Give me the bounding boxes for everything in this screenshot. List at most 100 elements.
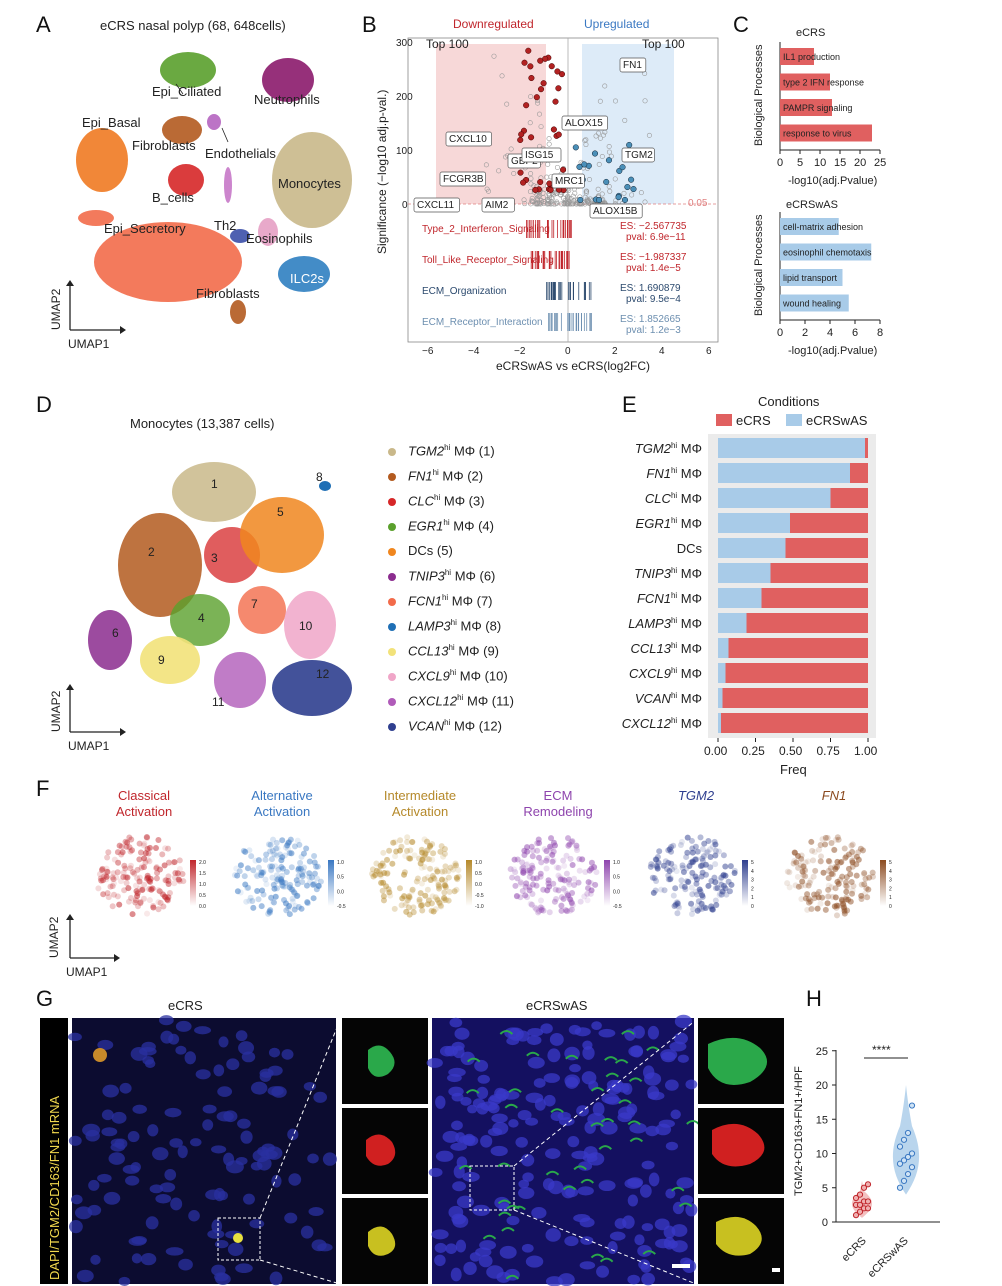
f-map-dot: [180, 878, 187, 885]
f-map-dot: [255, 864, 262, 871]
tgm2-signal: [505, 1274, 520, 1280]
f-map-dot: [116, 901, 123, 908]
f-map-dot: [716, 892, 723, 899]
nucleus: [596, 1265, 610, 1278]
e-bar-ecrs: [865, 438, 868, 458]
nucleus: [145, 1216, 159, 1230]
f-map-dot: [398, 902, 405, 909]
f-colorbar-tick: 2: [889, 886, 892, 892]
f-map-dot: [110, 880, 117, 887]
panel-b: Downregulated Upregulated Top 100 Top 10…: [375, 17, 719, 373]
e-bar-ecrs: [761, 588, 868, 608]
f-map-dot: [705, 882, 712, 889]
volcano-point: [511, 171, 517, 177]
f-map-dot: [576, 867, 583, 874]
nucleus: [648, 1172, 660, 1187]
d-legend-item: CLChi MΦ (3): [388, 493, 485, 508]
f-map-dot: [818, 853, 825, 860]
f-map-dot: [292, 890, 299, 897]
f-map-dot: [520, 869, 527, 876]
f-map-dot: [786, 884, 793, 891]
f-map-dot: [174, 870, 181, 877]
f-map-dot: [372, 871, 379, 878]
ytick-200: 200: [396, 92, 413, 103]
f-map-dot: [863, 885, 870, 892]
nucleus: [130, 1046, 148, 1061]
nucleus: [527, 1035, 542, 1046]
f-map-dot: [122, 865, 129, 872]
f-map-dot: [288, 864, 295, 871]
nucleus: [97, 1173, 112, 1183]
f-colorbar-tick: 0.0: [613, 889, 620, 895]
nucleus: [543, 1073, 561, 1083]
f-map-dot: [273, 885, 280, 892]
f-map-dot: [528, 843, 535, 850]
volcano-point: [483, 162, 489, 168]
f-map-dot: [579, 856, 586, 863]
f-map-dot: [822, 906, 829, 913]
f-map-dot: [568, 906, 575, 913]
f-map-dot: [660, 862, 667, 869]
f-map-dot: [272, 863, 279, 870]
nucleus: [565, 1077, 579, 1089]
f-map-dot: [429, 893, 436, 900]
f-map-dot: [832, 885, 839, 892]
f-map-title: ECM: [544, 788, 573, 803]
f-map-dot: [584, 890, 591, 897]
f-map-dot: [574, 847, 581, 854]
h-point-ecrswas: [908, 1164, 916, 1171]
f-map-dot: [381, 869, 388, 876]
f-map-dot: [562, 907, 569, 914]
f-map-dot: [279, 837, 286, 844]
nucleus: [269, 1271, 283, 1286]
nucleus: [152, 1147, 169, 1161]
f-map-dot: [841, 908, 848, 915]
volcano-point-up: [628, 176, 635, 183]
f-map-dot: [389, 860, 396, 867]
f-map-dot: [278, 875, 285, 882]
volcano-point: [558, 201, 564, 207]
f-map-dot: [715, 848, 722, 855]
f-map-dot: [165, 859, 172, 866]
f-map-dot: [453, 862, 460, 869]
volcano-point: [545, 161, 551, 167]
volcano-point: [554, 200, 560, 206]
f-map-dot: [422, 892, 429, 899]
f-map-dot: [797, 862, 804, 869]
down-label: Downregulated: [453, 17, 534, 31]
f-map-dot: [282, 844, 289, 851]
f-map-dot: [652, 856, 659, 863]
nucleus: [207, 1229, 225, 1239]
f-map-dot: [150, 902, 157, 909]
nucleus: [533, 1078, 546, 1088]
f-map-dot: [406, 911, 413, 918]
f-map-dot: [841, 910, 848, 917]
e-tick: 1.00: [854, 744, 878, 758]
f-map-dot: [656, 848, 663, 855]
c-bar: [780, 124, 872, 142]
gene-label: ALOX15: [565, 118, 603, 129]
tgm2-signal: [627, 1120, 641, 1126]
f-map-dot: [555, 887, 562, 894]
gsea-pval: pval: 1.4e−5: [626, 263, 681, 274]
panel-c-xlabel-bottom: -log10(adj.Pvalue): [788, 345, 877, 357]
nucleus: [442, 1130, 460, 1143]
f-map-dot: [283, 869, 290, 876]
f-map-dot: [260, 868, 267, 875]
tgm2-signal: [600, 1118, 615, 1123]
f-map-dot: [792, 849, 799, 856]
f-map-dot: [520, 869, 527, 876]
f-map-dot: [689, 849, 696, 856]
cluster-th2-blue: [230, 229, 250, 243]
f-map-dot: [411, 852, 418, 859]
d-cluster-number: 9: [158, 653, 165, 667]
f-map-dot: [98, 877, 105, 884]
f-map-dot: [820, 869, 827, 876]
tgm2-signal: [590, 1086, 605, 1092]
nucleus: [641, 1223, 654, 1232]
nucleus: [235, 1263, 253, 1274]
volcano-point: [564, 201, 570, 207]
f-map-dot: [844, 907, 851, 914]
f-map-dot: [654, 865, 661, 872]
